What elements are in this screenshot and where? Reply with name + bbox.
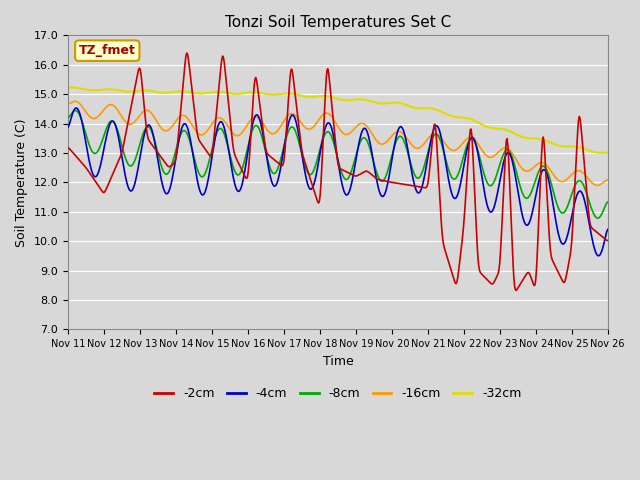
Title: Tonzi Soil Temperatures Set C: Tonzi Soil Temperatures Set C — [225, 15, 451, 30]
Text: TZ_fmet: TZ_fmet — [79, 44, 136, 57]
Y-axis label: Soil Temperature (C): Soil Temperature (C) — [15, 118, 28, 247]
X-axis label: Time: Time — [323, 355, 353, 368]
Legend: -2cm, -4cm, -8cm, -16cm, -32cm: -2cm, -4cm, -8cm, -16cm, -32cm — [149, 383, 527, 406]
